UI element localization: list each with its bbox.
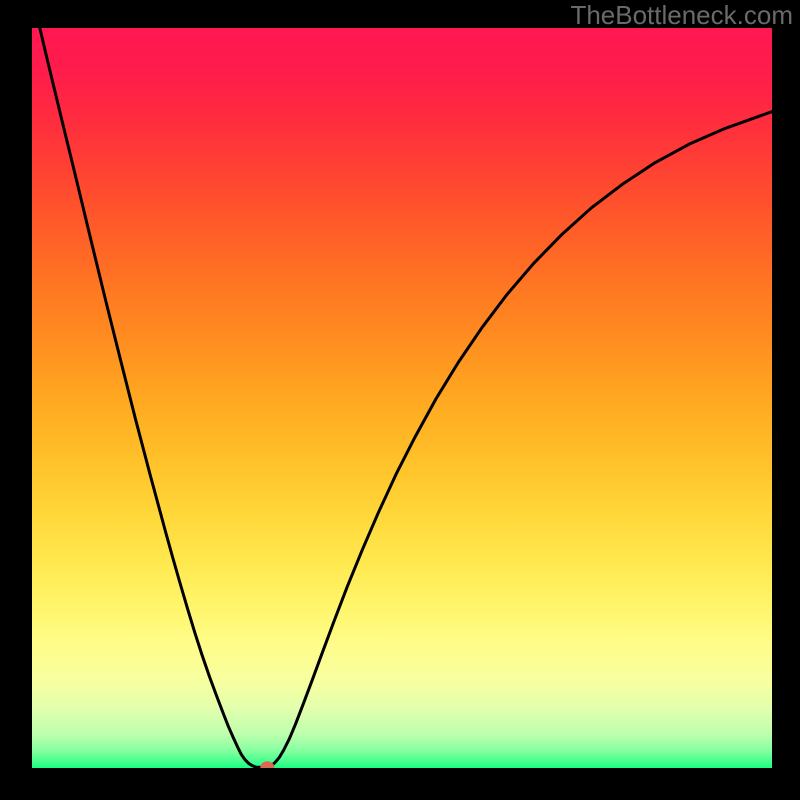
chart-plot-area (32, 28, 772, 768)
watermark-text: TheBottleneck.com (570, 0, 793, 30)
bottleneck-chart: TheBottleneck.com (0, 0, 800, 800)
